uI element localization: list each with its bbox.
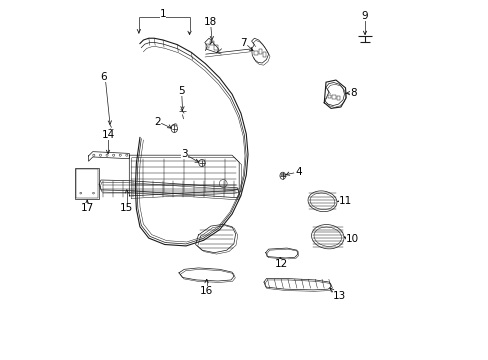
Text: 4: 4 [294, 167, 301, 177]
Bar [210, 41, 213, 45]
Text: 8: 8 [349, 88, 356, 98]
Bar [75, 168, 99, 199]
Bar [76, 169, 98, 198]
Text: 13: 13 [332, 291, 346, 301]
Bar [263, 52, 266, 57]
Text: 15: 15 [120, 203, 133, 213]
Text: 6: 6 [100, 72, 107, 82]
Text: 16: 16 [200, 285, 213, 296]
Bar [327, 95, 330, 99]
Text: 7: 7 [240, 38, 246, 48]
Text: 11: 11 [339, 196, 352, 206]
Bar [205, 44, 209, 48]
Text: 17: 17 [81, 203, 94, 213]
Bar [332, 95, 335, 99]
Text: 2: 2 [154, 117, 161, 127]
Bar [258, 49, 262, 54]
Text: 10: 10 [345, 234, 358, 244]
Bar [254, 51, 258, 55]
Text: 1: 1 [160, 9, 166, 19]
Bar [336, 96, 339, 100]
Text: 5: 5 [178, 86, 184, 96]
Text: 12: 12 [274, 259, 287, 269]
Text: 18: 18 [204, 17, 217, 27]
Bar [214, 45, 218, 50]
Text: 14: 14 [101, 130, 114, 140]
Text: 3: 3 [181, 149, 187, 159]
Text: 9: 9 [361, 11, 367, 21]
